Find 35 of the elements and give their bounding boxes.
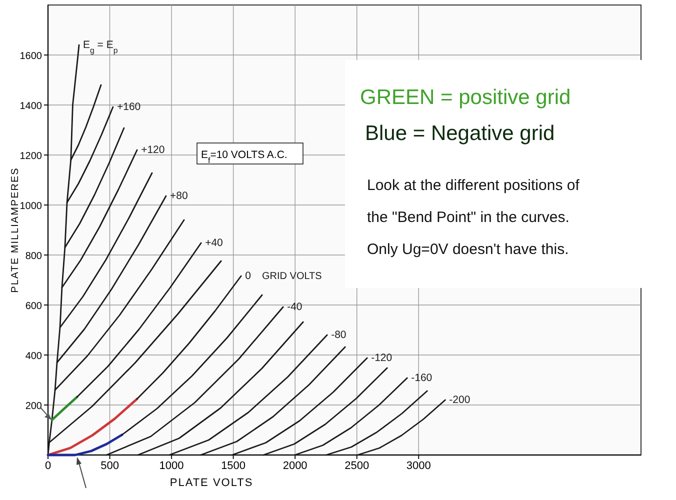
x-tick-label: 3000 <box>406 460 431 472</box>
series-label: -200 <box>449 394 470 406</box>
series-label: -120 <box>371 352 392 364</box>
series-label: -160 <box>411 372 432 384</box>
annotation: E$_{f}$=10 VOLTS A.C. <box>201 149 288 164</box>
series-label: -40 <box>287 301 302 313</box>
annotation: GRID VOLTS <box>262 271 322 282</box>
y-tick-label: 1200 <box>20 151 42 162</box>
x-tick-label: 2500 <box>344 460 370 472</box>
y-tick-label: 400 <box>25 351 42 362</box>
annotation: Look at the different positions of <box>367 177 580 194</box>
series-label: E$_{g}$ = E$_{p}$ <box>83 39 118 54</box>
x-tick-label: 2000 <box>282 460 308 472</box>
y-axis-title: PLATE MILLIAMPERES <box>10 167 21 293</box>
y-tick-label: 600 <box>25 301 42 312</box>
x-axis-title: PLATE VOLTS <box>170 477 254 489</box>
series-label: +160 <box>116 101 141 113</box>
series-label: 0 <box>245 270 252 282</box>
series-label: +80 <box>170 190 188 202</box>
series-label: -80 <box>331 329 346 341</box>
x-tick-label: 0 <box>44 460 52 472</box>
series-label: +120 <box>141 144 165 156</box>
x-tick-label: 500 <box>100 460 119 472</box>
series-label: +40 <box>205 237 224 249</box>
x-tick-label: 1500 <box>221 460 246 472</box>
annotation: GREEN = positive grid <box>360 86 571 109</box>
annotation: Only Ug=0V doesn't have this. <box>367 241 569 258</box>
x-tick-label: 1000 <box>159 460 184 472</box>
annotation: the "Bend Point" in the curves. <box>367 209 570 226</box>
y-tick-label: 1600 <box>20 51 42 62</box>
y-tick-label: 1400 <box>20 101 42 112</box>
y-tick-label: 800 <box>25 251 42 262</box>
annotation: Blue = Negative grid <box>365 122 555 145</box>
y-tick-label: 1000 <box>20 201 42 212</box>
y-tick-label: 200 <box>25 401 42 412</box>
